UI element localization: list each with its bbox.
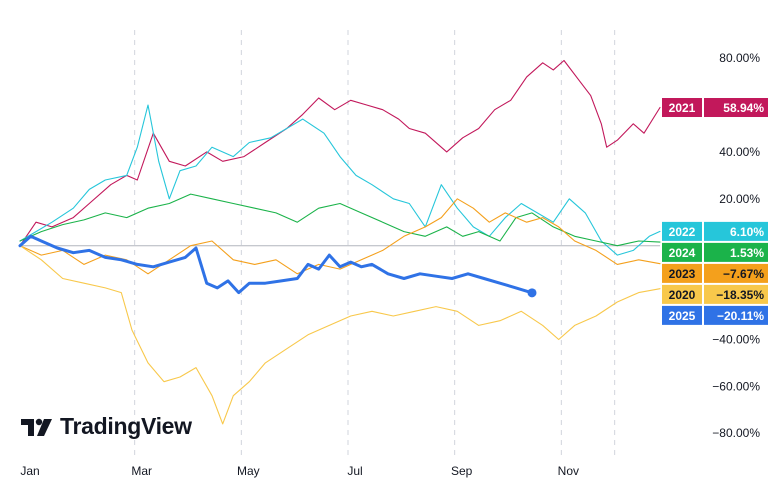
series-badge-2022: 2022 6.10%: [662, 221, 768, 241]
series-badge-2024: 2024 1.53%: [662, 242, 768, 262]
x-axis: Jan Mar May Jul Sep Nov: [20, 464, 579, 478]
badge-year: 2020: [669, 288, 696, 302]
y-tick-label: 20.00%: [719, 192, 760, 206]
y-axis: 80.00% 40.00% 20.00% −40.00% −60.00% −80.00%: [712, 51, 760, 440]
tradingview-logo-icon: [21, 418, 52, 436]
badge-year-bg: [662, 263, 702, 283]
tradingview-logo[interactable]: TradingView: [20, 413, 192, 440]
badge-year-bg: [662, 305, 702, 325]
badge-value: −7.67%: [723, 267, 764, 281]
badge-value: −18.35%: [716, 288, 764, 302]
badge-year: 2023: [669, 267, 696, 281]
series-endpoint-2025: [527, 288, 537, 298]
y-tick-label: 80.00%: [719, 51, 760, 65]
badge-year: 2021: [669, 101, 696, 115]
badge-year-bg: [662, 242, 702, 262]
x-tick-label: Sep: [451, 464, 473, 478]
badge-value: 58.94%: [723, 101, 764, 115]
y-tick-label: 40.00%: [719, 145, 760, 159]
series-badge-2023: 2023 −7.67%: [662, 263, 768, 283]
grid-lines: [20, 30, 660, 460]
badge-value: 1.53%: [730, 246, 764, 260]
badge-value-bg: [704, 263, 768, 283]
series-line-2024[interactable]: [19, 193, 661, 247]
badge-year: 2024: [669, 246, 696, 260]
badge-year-bg: [662, 284, 702, 304]
y-tick-label: −40.00%: [712, 332, 760, 346]
badge-year: 2022: [669, 225, 696, 239]
series-line-2022[interactable]: [19, 104, 661, 256]
badge-value-bg: [704, 98, 768, 118]
series-badges: 2021 58.94%2022 6.10%2024 1.53%2023 −7.67%20…: [662, 98, 768, 325]
x-tick-label: May: [237, 464, 260, 478]
series-badge-2025: 2025 −20.11%: [662, 305, 768, 325]
badge-value-bg: [704, 242, 768, 262]
series-line-2021[interactable]: [19, 59, 661, 247]
series-line-2025[interactable]: [18, 234, 534, 295]
badge-year: 2025: [669, 309, 696, 323]
x-tick-label: Mar: [131, 464, 152, 478]
series-lines: [18, 59, 661, 425]
series-line-2023[interactable]: [19, 198, 661, 275]
x-tick-label: Jan: [20, 464, 39, 478]
series-badge-2020: 2020 −18.35%: [662, 284, 768, 304]
y-tick-label: −60.00%: [712, 379, 760, 393]
y-tick-label: −80.00%: [712, 426, 760, 440]
badge-value-bg: [704, 284, 768, 304]
series-line-2020[interactable]: [19, 245, 661, 425]
badge-year-bg: [662, 98, 702, 118]
badge-value: 6.10%: [730, 225, 764, 239]
x-tick-label: Jul: [347, 464, 362, 478]
badge-value-bg: [704, 305, 768, 325]
badge-value: −20.11%: [717, 309, 764, 323]
badge-year-bg: [662, 221, 702, 241]
badge-value-bg: [704, 221, 768, 241]
x-tick-label: Nov: [558, 464, 579, 478]
series-badge-2021: 2021 58.94%: [662, 98, 768, 118]
tradingview-logo-text: TradingView: [60, 413, 192, 439]
